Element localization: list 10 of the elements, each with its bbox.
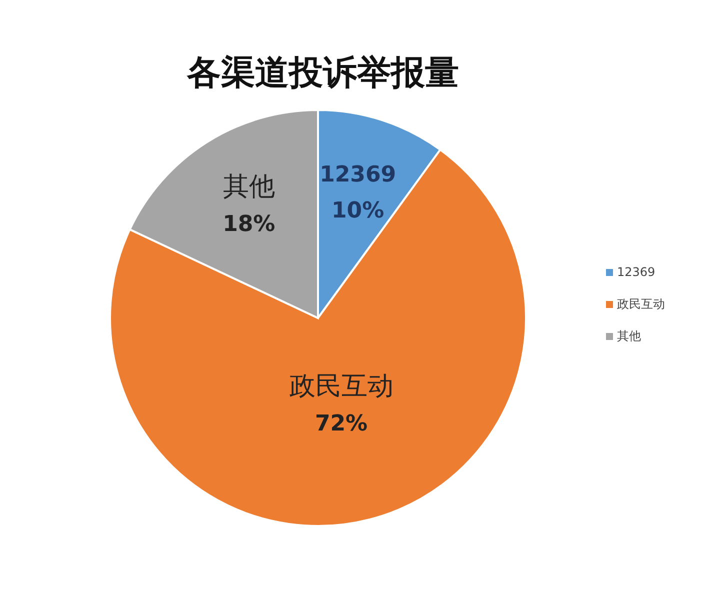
data-label: 10% [332,198,384,224]
slice-label: 政民互动 [289,372,394,402]
data-label: 72% [314,412,368,437]
chart-title: 各渠道投诉举报量 [186,52,460,95]
legend-label: 政民互动 [617,296,665,312]
legend-label: 12369 [617,265,656,279]
legend-label: 其他 [617,328,641,344]
data-label: 18% [222,212,276,238]
slice-label: 12369 [320,162,396,188]
slice-label: 其他 [222,172,275,202]
